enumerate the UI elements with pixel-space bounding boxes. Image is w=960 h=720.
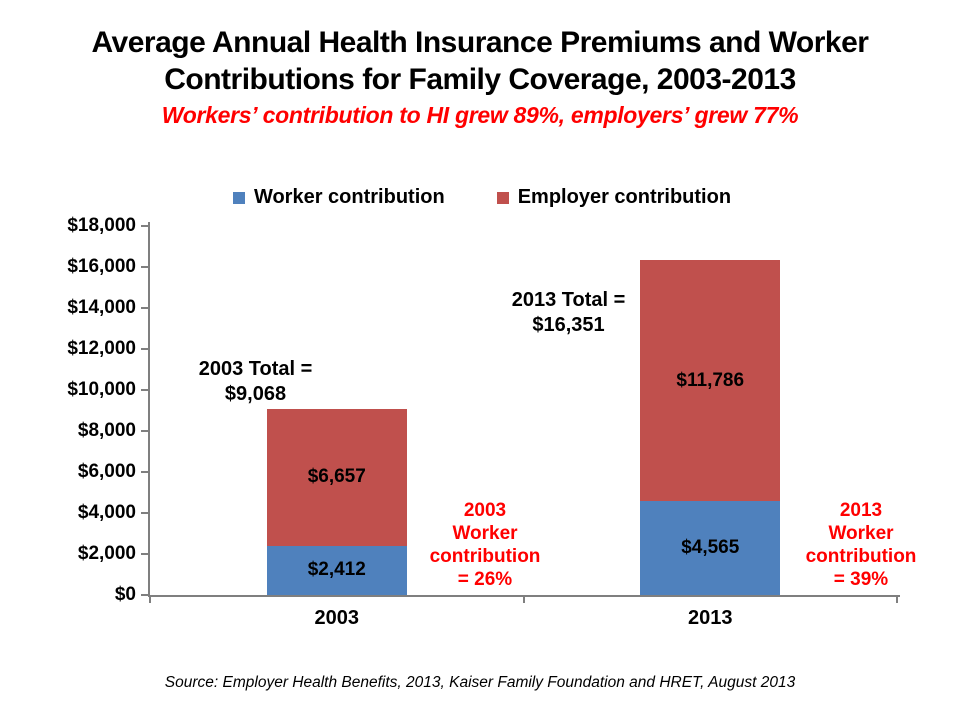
source-note: Source: Employer Health Benefits, 2013, … bbox=[164, 674, 796, 691]
y-axis-label: $8,000 bbox=[77, 420, 136, 441]
annotation-line: 2013 Total = bbox=[511, 289, 626, 311]
annotation-total-2013: 2013 Total = $16,351 bbox=[456, 288, 681, 338]
y-axis-tick bbox=[141, 553, 149, 555]
y-axis-label: $4,000 bbox=[77, 502, 136, 523]
legend-item-employer-contribution: Employer contribution bbox=[496, 186, 732, 209]
bar-value-label: $11,786 bbox=[676, 369, 745, 391]
y-axis-tick bbox=[141, 225, 149, 227]
y-axis-tick bbox=[141, 430, 149, 432]
y-axis-tick bbox=[141, 594, 149, 596]
y-axis-tick bbox=[141, 348, 149, 350]
annotation-line: $16,351 bbox=[532, 314, 605, 336]
legend-label: Employer contribution bbox=[517, 186, 732, 208]
y-axis-tick bbox=[141, 471, 149, 473]
bar-value-label: $6,657 bbox=[307, 466, 366, 488]
y-axis-tick bbox=[141, 266, 149, 268]
chart-legend: Worker contribution Employer contribution bbox=[22, 186, 942, 209]
x-axis-tick bbox=[149, 596, 151, 603]
legend-swatch-icon bbox=[496, 191, 509, 204]
annotation-line: Worker bbox=[452, 523, 518, 544]
y-axis-label: $16,000 bbox=[67, 256, 136, 277]
annotation-line: $9,068 bbox=[224, 383, 287, 405]
annotation-line: = 39% bbox=[833, 569, 889, 590]
y-axis-label: $14,000 bbox=[67, 297, 136, 318]
x-axis-tick bbox=[522, 596, 525, 603]
y-axis-tick bbox=[141, 307, 149, 309]
legend-item-worker-contribution: Worker contribution bbox=[232, 186, 445, 209]
annotation-line: contribution bbox=[429, 546, 541, 567]
y-axis-label: $0 bbox=[114, 584, 136, 605]
annotation-worker-pct-2013: 2013 Worker contribution = 39% bbox=[799, 499, 923, 591]
bar-value-label: $2,412 bbox=[307, 559, 366, 581]
chart-subtitle: Workers’ contribution to HI grew 89%, em… bbox=[161, 102, 799, 128]
annotation-line: Worker bbox=[828, 523, 894, 544]
y-axis-tick bbox=[141, 512, 149, 514]
legend-label: Worker contribution bbox=[253, 186, 445, 208]
bar-segment-worker-contribution-2003: $2,412 bbox=[266, 545, 407, 595]
annotation-total-2003: 2003 Total = $9,068 bbox=[143, 357, 368, 407]
y-axis-label: $10,000 bbox=[67, 379, 136, 400]
y-axis-tick bbox=[141, 389, 149, 391]
annotation-line: 2013 bbox=[839, 500, 883, 521]
bar-segment-worker-contribution-2013: $4,565 bbox=[640, 501, 781, 595]
y-axis-line bbox=[148, 222, 150, 596]
bar-segment-employer-contribution-2013: $11,786 bbox=[640, 259, 781, 502]
y-axis-label: $6,000 bbox=[77, 461, 136, 482]
y-axis-label: $12,000 bbox=[67, 338, 136, 359]
annotation-line: 2003 bbox=[463, 500, 507, 521]
annotation-line: contribution bbox=[805, 546, 917, 567]
annotation-line: 2003 Total = bbox=[198, 358, 313, 380]
x-axis-tick bbox=[896, 596, 898, 603]
x-axis-category-label: 2003 bbox=[314, 607, 360, 629]
annotation-worker-pct-2003: 2003 Worker contribution = 26% bbox=[423, 499, 547, 591]
chart-title: Average Annual Health Insurance Premiums… bbox=[91, 26, 869, 96]
legend-swatch-icon bbox=[232, 191, 245, 204]
x-axis-category-label: 2013 bbox=[688, 607, 733, 629]
bar-segment-employer-contribution-2003: $6,657 bbox=[266, 409, 407, 546]
y-axis-label: $18,000 bbox=[67, 215, 136, 236]
y-axis-label: $2,000 bbox=[77, 543, 136, 564]
bar-value-label: $4,565 bbox=[681, 537, 740, 559]
annotation-line: = 26% bbox=[457, 569, 513, 590]
